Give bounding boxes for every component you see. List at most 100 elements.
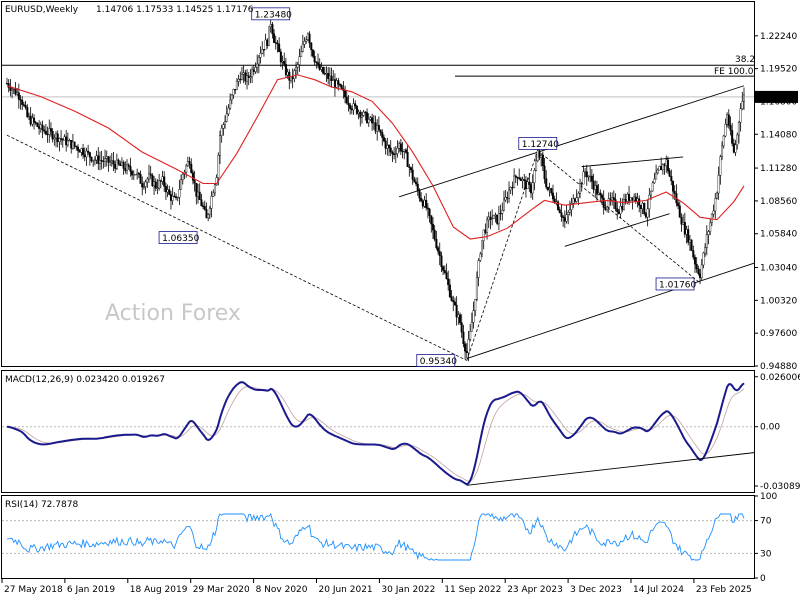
candle-body <box>617 211 620 215</box>
x-tick-label: 23 Feb 2025 <box>696 585 752 595</box>
candle-body <box>333 79 336 88</box>
candle-body <box>494 214 497 216</box>
candle-body <box>166 189 169 193</box>
candle-body <box>161 176 164 182</box>
x-tick-label: 27 May 2018 <box>4 585 63 595</box>
candle-body <box>396 148 399 154</box>
candle-body <box>168 189 171 195</box>
candle-body <box>489 216 492 220</box>
candle-body <box>55 133 58 139</box>
candle-body <box>259 53 262 58</box>
candle-body <box>61 139 64 141</box>
fe-100-label: FE 100.0 <box>714 67 754 77</box>
candle-body <box>144 181 147 187</box>
candle-body <box>129 166 132 172</box>
candle-body <box>660 166 663 171</box>
candle-body <box>394 153 397 155</box>
candle-body <box>724 123 727 137</box>
candle-body <box>509 187 512 191</box>
candle-body <box>136 172 139 175</box>
price-title: EURUSD,Weekly <box>5 5 79 15</box>
candle-body <box>235 80 238 90</box>
candle-body <box>120 161 123 166</box>
candle-body <box>38 126 41 129</box>
rsi-tick-label: 70 <box>760 517 772 527</box>
y-tick-label: 0.94880 <box>760 362 797 372</box>
candle-body <box>665 159 668 167</box>
candle-body <box>371 117 374 124</box>
candle-body <box>173 195 176 198</box>
macd-tick-label: -0.03089 <box>760 482 800 492</box>
axes: 1.222401.195201.168001.140801.112801.085… <box>1 32 800 595</box>
candle-body <box>413 179 416 183</box>
candle-body <box>352 103 355 111</box>
candle-body <box>533 169 536 183</box>
candle-body <box>519 178 522 181</box>
candle-body <box>257 57 260 65</box>
candle-body <box>354 103 357 107</box>
ohlc-header: 1.14706 1.17533 1.14525 1.17176 <box>96 5 254 15</box>
candle-body <box>426 207 429 210</box>
candle-body <box>677 202 680 206</box>
candle-body <box>416 183 419 191</box>
last-price-label: 1.17176 <box>760 93 797 103</box>
candle-body <box>685 229 688 235</box>
macd-tick-label: 0.00 <box>760 423 780 433</box>
rsi-panel <box>2 513 754 561</box>
x-tick-label: 14 Jul 2024 <box>633 585 684 595</box>
candle-body <box>53 137 56 140</box>
candle-body <box>572 198 575 204</box>
moving-average-line <box>6 74 745 240</box>
candle-body <box>702 252 705 266</box>
candle-body <box>729 125 732 131</box>
candle-body <box>580 183 583 185</box>
candle-body <box>472 310 475 323</box>
candle-body <box>171 195 174 201</box>
candle-body <box>286 71 289 76</box>
candle-body <box>362 111 365 116</box>
candle-body <box>9 87 12 91</box>
candle-body <box>92 159 95 162</box>
candle-body <box>443 270 446 273</box>
y-tick-label: 1.03040 <box>760 264 797 274</box>
candle-body <box>273 33 276 43</box>
candle-body <box>36 123 39 127</box>
candle-body <box>217 155 220 178</box>
candle-body <box>215 177 218 186</box>
candle-body <box>389 147 392 153</box>
candle-body <box>88 152 91 158</box>
candle-body <box>663 164 666 167</box>
x-tick-label: 18 Aug 2019 <box>130 585 188 595</box>
candle-body <box>700 264 703 278</box>
candle-body <box>85 150 88 158</box>
candle-body <box>313 56 316 63</box>
candle-body <box>418 190 421 199</box>
candle-body <box>29 115 32 125</box>
candle-body <box>227 107 230 115</box>
candle-body <box>97 155 100 164</box>
candle-body <box>242 72 245 75</box>
candle-body <box>48 128 51 135</box>
candle-body <box>732 143 735 153</box>
candle-body <box>197 191 200 197</box>
candle-body <box>714 198 717 212</box>
candle-body <box>360 115 363 118</box>
candle-body <box>239 78 242 81</box>
watermark: Action Forex <box>105 301 241 326</box>
candle-body <box>633 196 636 201</box>
candle-body <box>460 322 463 333</box>
candle-body <box>651 182 654 192</box>
candle-body <box>553 198 556 203</box>
candle-body <box>332 79 335 81</box>
candle-body <box>612 197 615 200</box>
candle-body <box>234 89 237 91</box>
candle-body <box>531 182 534 194</box>
candle-body <box>141 183 144 188</box>
candle-body <box>543 165 546 179</box>
triangle-lower-line <box>564 213 670 247</box>
rsi-tick-label: 100 <box>760 492 777 502</box>
candle-body <box>311 49 314 57</box>
candle-body <box>712 210 715 215</box>
candle-body <box>237 78 240 82</box>
candle-body <box>213 184 216 194</box>
